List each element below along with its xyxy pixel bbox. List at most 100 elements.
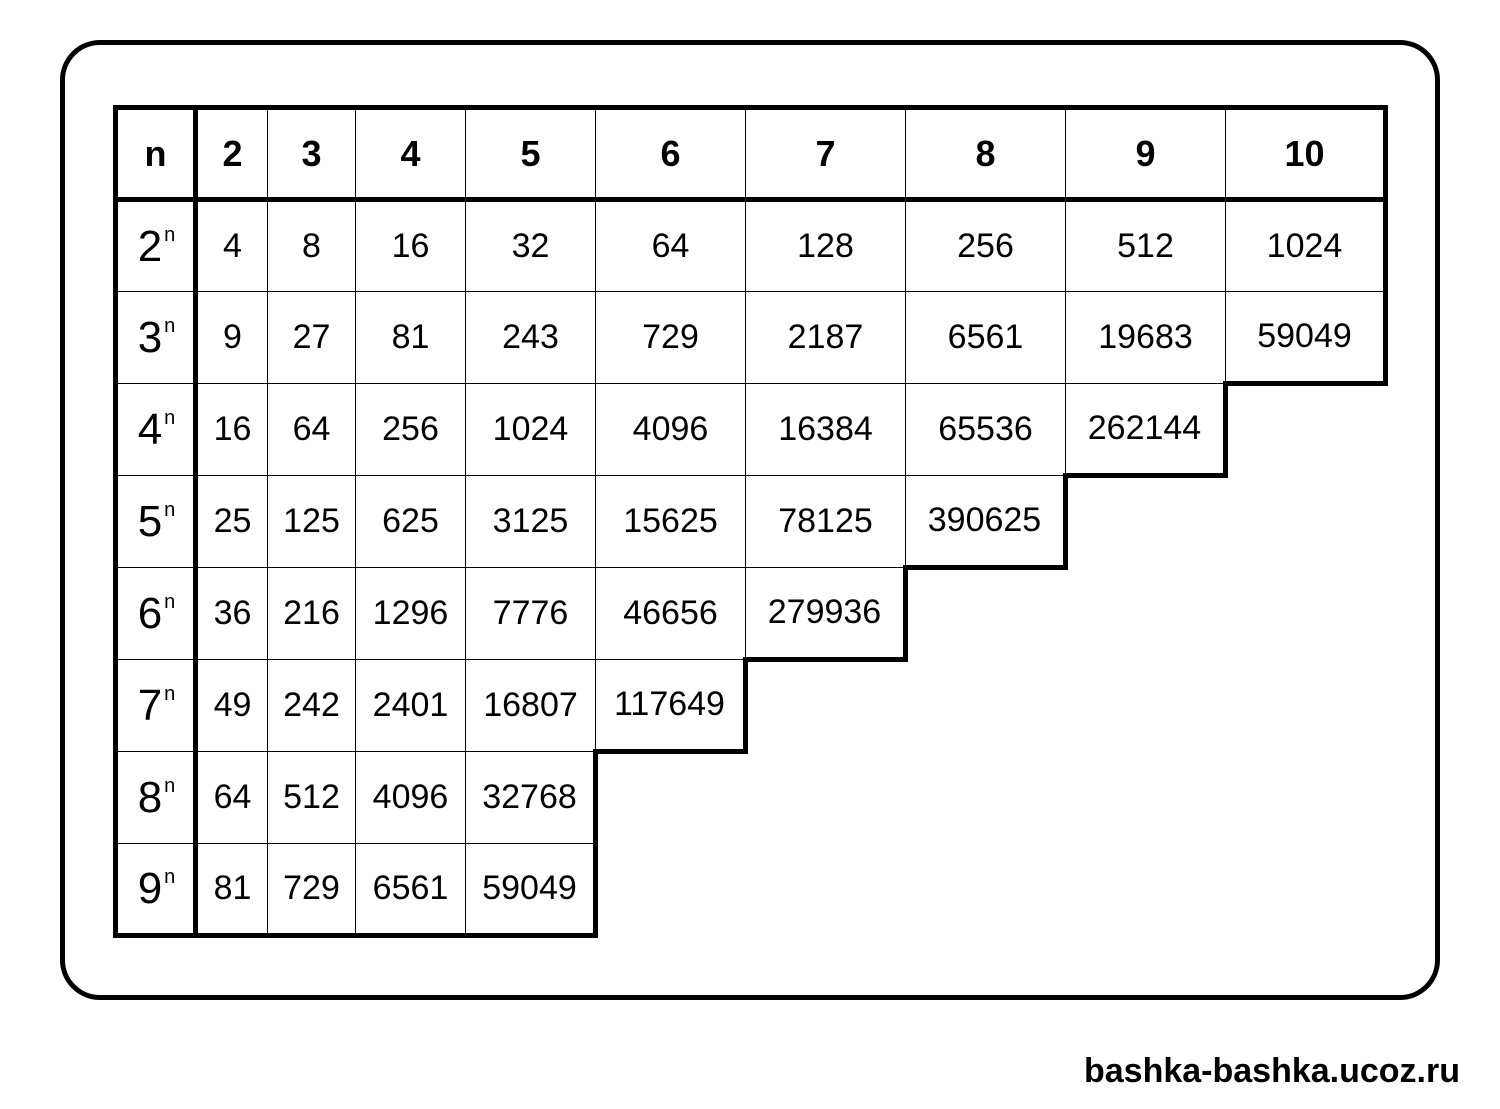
cell: 19683: [1066, 292, 1226, 384]
cell: 256: [906, 200, 1066, 292]
cell: 2401: [356, 660, 466, 752]
empty-cell: [906, 844, 1066, 936]
cell: 279936: [746, 568, 906, 660]
row-header: 5n: [116, 476, 196, 568]
cell: 7776: [466, 568, 596, 660]
cell: 9: [196, 292, 268, 384]
cell: 64: [268, 384, 356, 476]
header-row: n 2 3 4 5 6 7 8 9 10: [116, 108, 1386, 200]
cell: 81: [196, 844, 268, 936]
watermark-text: bashka-bashka.ucoz.ru: [1084, 1052, 1460, 1091]
col-header: 8: [906, 108, 1066, 200]
table-row: 4n 16 64 256 1024 4096 16384 65536 26214…: [116, 384, 1386, 476]
empty-cell: [746, 660, 906, 752]
cell: 242: [268, 660, 356, 752]
rounded-frame: n 2 3 4 5 6 7 8 9 10 2n 4 8 16 32 64 128…: [60, 40, 1440, 1000]
cell: 117649: [596, 660, 746, 752]
row-header: 2n: [116, 200, 196, 292]
empty-cell: [1226, 844, 1386, 936]
cell: 64: [596, 200, 746, 292]
cell: 390625: [906, 476, 1066, 568]
cell: 1296: [356, 568, 466, 660]
cell: 4096: [596, 384, 746, 476]
empty-cell: [1226, 476, 1386, 568]
cell: 729: [268, 844, 356, 936]
cell: 32768: [466, 752, 596, 844]
cell: 6561: [906, 292, 1066, 384]
col-header: 5: [466, 108, 596, 200]
table-row: 6n 36 216 1296 7776 46656 279936: [116, 568, 1386, 660]
empty-cell: [1066, 844, 1226, 936]
empty-cell: [1066, 568, 1226, 660]
powers-table-wrap: n 2 3 4 5 6 7 8 9 10 2n 4 8 16 32 64 128…: [113, 105, 1395, 938]
cell: 25: [196, 476, 268, 568]
cell: 4096: [356, 752, 466, 844]
cell: 36: [196, 568, 268, 660]
table-row: 3n 9 27 81 243 729 2187 6561 19683 59049: [116, 292, 1386, 384]
empty-cell: [596, 844, 746, 936]
empty-cell: [1226, 568, 1386, 660]
cell: 1024: [1226, 200, 1386, 292]
cell: 512: [268, 752, 356, 844]
row-header: 3n: [116, 292, 196, 384]
table-row: 5n 25 125 625 3125 15625 78125 390625: [116, 476, 1386, 568]
row-header: 9n: [116, 844, 196, 936]
empty-cell: [906, 568, 1066, 660]
cell: 4: [196, 200, 268, 292]
powers-table: n 2 3 4 5 6 7 8 9 10 2n 4 8 16 32 64 128…: [113, 105, 1388, 938]
empty-cell: [746, 752, 906, 844]
empty-cell: [906, 752, 1066, 844]
cell: 125: [268, 476, 356, 568]
cell: 216: [268, 568, 356, 660]
cell: 27: [268, 292, 356, 384]
cell: 729: [596, 292, 746, 384]
cell: 6561: [356, 844, 466, 936]
col-header: 2: [196, 108, 268, 200]
col-header: 3: [268, 108, 356, 200]
empty-cell: [1226, 384, 1386, 476]
row-header: 6n: [116, 568, 196, 660]
table-row: 7n 49 242 2401 16807 117649: [116, 660, 1386, 752]
row-header: 7n: [116, 660, 196, 752]
row-header: 8n: [116, 752, 196, 844]
cell: 16384: [746, 384, 906, 476]
empty-cell: [906, 660, 1066, 752]
cell: 15625: [596, 476, 746, 568]
cell: 3125: [466, 476, 596, 568]
cell: 32: [466, 200, 596, 292]
table-row: 9n 81 729 6561 59049: [116, 844, 1386, 936]
cell: 16: [356, 200, 466, 292]
cell: 128: [746, 200, 906, 292]
row-header: 4n: [116, 384, 196, 476]
col-header: 4: [356, 108, 466, 200]
cell: 243: [466, 292, 596, 384]
table-row: 2n 4 8 16 32 64 128 256 512 1024: [116, 200, 1386, 292]
empty-cell: [1226, 752, 1386, 844]
cell: 65536: [906, 384, 1066, 476]
cell: 625: [356, 476, 466, 568]
cell: 262144: [1066, 384, 1226, 476]
cell: 8: [268, 200, 356, 292]
empty-cell: [1066, 660, 1226, 752]
cell: 59049: [466, 844, 596, 936]
empty-cell: [1066, 752, 1226, 844]
cell: 16807: [466, 660, 596, 752]
cell: 16: [196, 384, 268, 476]
col-header: 7: [746, 108, 906, 200]
cell: 49: [196, 660, 268, 752]
empty-cell: [596, 752, 746, 844]
corner-cell: n: [116, 108, 196, 200]
col-header: 6: [596, 108, 746, 200]
cell: 46656: [596, 568, 746, 660]
col-header: 9: [1066, 108, 1226, 200]
cell: 81: [356, 292, 466, 384]
table-row: 8n 64 512 4096 32768: [116, 752, 1386, 844]
empty-cell: [746, 844, 906, 936]
empty-cell: [1226, 660, 1386, 752]
empty-cell: [1066, 476, 1226, 568]
cell: 256: [356, 384, 466, 476]
cell: 59049: [1226, 292, 1386, 384]
cell: 64: [196, 752, 268, 844]
cell: 1024: [466, 384, 596, 476]
cell: 512: [1066, 200, 1226, 292]
